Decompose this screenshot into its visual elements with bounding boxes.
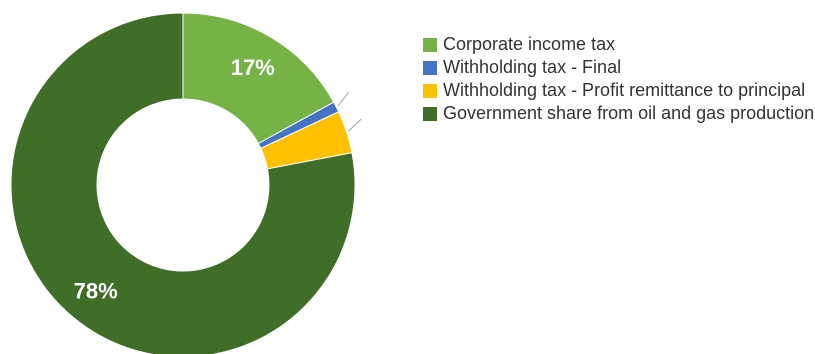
slice-labels: 17% 78% (74, 55, 275, 303)
legend-swatch (423, 38, 437, 52)
pie-slice-3[interactable] (10, 12, 356, 354)
legend-item-withholding-final[interactable]: Withholding tax - Final (423, 57, 815, 78)
legend-item-withholding-profit-remittance[interactable]: Withholding tax - Profit remittance to p… (423, 80, 815, 101)
legend-swatch (423, 61, 437, 75)
leader-lines (337, 91, 362, 132)
legend-label: Government share from oil and gas produc… (443, 103, 815, 123)
slice-label-3: 78% (74, 279, 118, 304)
legend-swatch (423, 107, 437, 121)
legend-label: Withholding tax - Profit remittance to p… (443, 80, 806, 100)
pie-slice-0[interactable] (182, 12, 335, 145)
leader-line-2 (348, 118, 362, 132)
legend-swatch (423, 84, 437, 98)
legend-label: Corporate income tax (443, 34, 616, 54)
slice-label-0: 17% (231, 55, 275, 80)
legend-label: Withholding tax - Final (443, 57, 622, 77)
chart-legend: Corporate income tax Withholding tax - F… (423, 34, 815, 126)
legend-item-government-share[interactable]: Government share from oil and gas produc… (423, 103, 815, 124)
legend-item-corporate-income-tax[interactable]: Corporate income tax (423, 34, 815, 55)
leader-line-1 (337, 91, 350, 107)
slices-group (10, 12, 356, 354)
